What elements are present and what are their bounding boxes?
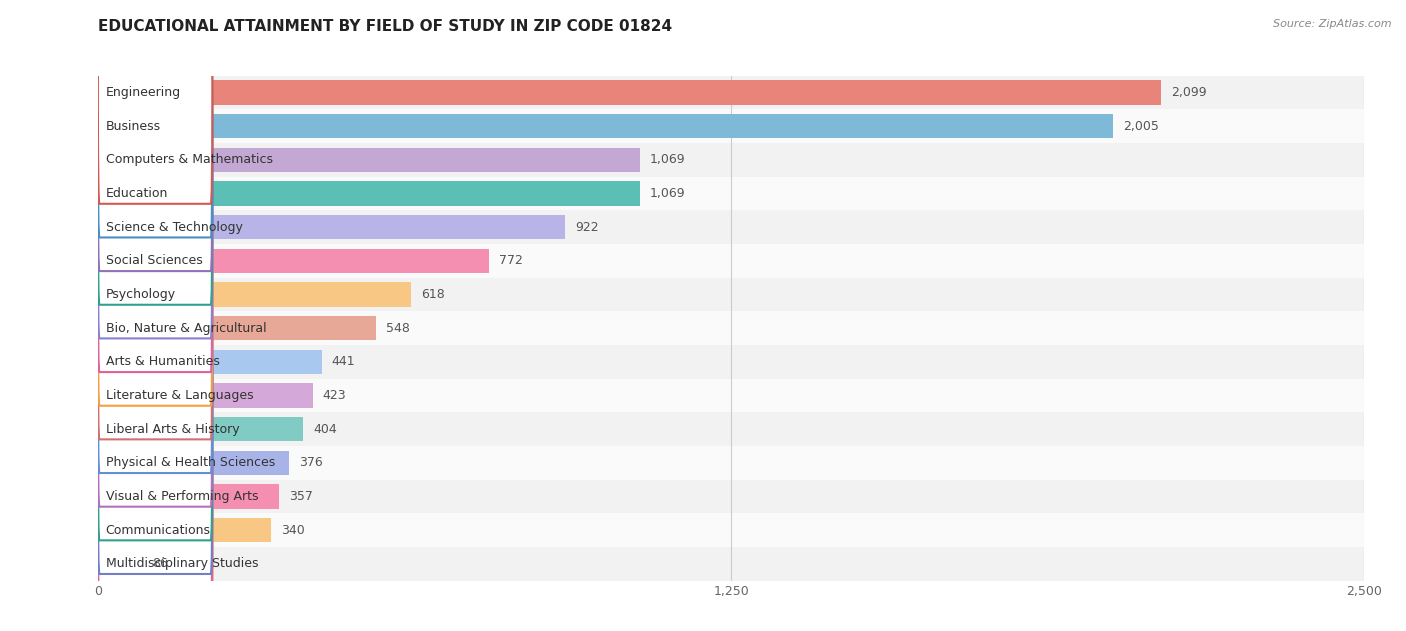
Text: 376: 376 [299, 456, 322, 469]
Bar [98, 417, 302, 441]
FancyBboxPatch shape [98, 150, 212, 372]
Bar [98, 148, 640, 172]
Text: 548: 548 [385, 322, 409, 334]
Bar [98, 244, 1364, 278]
Text: 340: 340 [281, 524, 304, 536]
Text: Communications: Communications [105, 524, 211, 536]
Text: 1,069: 1,069 [650, 153, 685, 167]
Bar [98, 282, 411, 307]
FancyBboxPatch shape [98, 452, 212, 631]
Bar [98, 311, 1364, 345]
FancyBboxPatch shape [98, 419, 212, 631]
Bar [98, 412, 1364, 446]
Text: Social Sciences: Social Sciences [105, 254, 202, 268]
Bar [98, 383, 312, 408]
Bar [98, 278, 1364, 311]
Text: Education: Education [105, 187, 167, 200]
Text: Bio, Nature & Agricultural: Bio, Nature & Agricultural [105, 322, 266, 334]
Bar [98, 451, 288, 475]
FancyBboxPatch shape [98, 183, 212, 406]
Text: Science & Technology: Science & Technology [105, 221, 242, 233]
Text: 1,069: 1,069 [650, 187, 685, 200]
Bar [98, 518, 270, 542]
Text: Arts & Humanities: Arts & Humanities [105, 355, 219, 369]
Text: 357: 357 [290, 490, 314, 503]
Bar [98, 210, 1364, 244]
Bar [98, 345, 1364, 379]
Bar [98, 350, 322, 374]
FancyBboxPatch shape [98, 385, 212, 608]
Text: Engineering: Engineering [105, 86, 180, 99]
Text: Visual & Performing Arts: Visual & Performing Arts [105, 490, 259, 503]
Bar [98, 249, 489, 273]
Bar [98, 446, 1364, 480]
FancyBboxPatch shape [98, 116, 212, 338]
FancyBboxPatch shape [98, 318, 212, 540]
Bar [98, 76, 1364, 109]
Text: 772: 772 [499, 254, 523, 268]
FancyBboxPatch shape [98, 15, 212, 237]
Text: 618: 618 [422, 288, 446, 301]
Text: 404: 404 [314, 423, 337, 435]
Bar [98, 80, 1161, 105]
Text: 441: 441 [332, 355, 356, 369]
Bar [98, 379, 1364, 412]
Bar [98, 181, 640, 206]
Bar [98, 114, 1114, 138]
Bar [98, 513, 1364, 547]
Text: Multidisciplinary Studies: Multidisciplinary Studies [105, 557, 259, 570]
Bar [98, 316, 375, 340]
Text: 922: 922 [575, 221, 599, 233]
Text: Business: Business [105, 120, 160, 133]
Bar [98, 109, 1364, 143]
Text: Psychology: Psychology [105, 288, 176, 301]
Bar [98, 547, 1364, 581]
FancyBboxPatch shape [98, 82, 212, 305]
Text: 2,099: 2,099 [1171, 86, 1206, 99]
Bar [98, 215, 565, 239]
Text: 2,005: 2,005 [1123, 120, 1160, 133]
Text: 423: 423 [322, 389, 346, 402]
FancyBboxPatch shape [98, 351, 212, 574]
Text: Computers & Mathematics: Computers & Mathematics [105, 153, 273, 167]
Text: Source: ZipAtlas.com: Source: ZipAtlas.com [1274, 19, 1392, 29]
FancyBboxPatch shape [98, 49, 212, 271]
Bar [98, 143, 1364, 177]
FancyBboxPatch shape [98, 217, 212, 439]
Bar [98, 177, 1364, 210]
FancyBboxPatch shape [98, 251, 212, 473]
Text: Literature & Languages: Literature & Languages [105, 389, 253, 402]
Bar [98, 484, 280, 509]
Text: EDUCATIONAL ATTAINMENT BY FIELD OF STUDY IN ZIP CODE 01824: EDUCATIONAL ATTAINMENT BY FIELD OF STUDY… [98, 19, 672, 34]
FancyBboxPatch shape [98, 284, 212, 507]
Text: Liberal Arts & History: Liberal Arts & History [105, 423, 239, 435]
Bar [98, 551, 142, 576]
Bar [98, 480, 1364, 513]
Text: 86: 86 [152, 557, 167, 570]
FancyBboxPatch shape [98, 0, 212, 204]
Text: Physical & Health Sciences: Physical & Health Sciences [105, 456, 274, 469]
